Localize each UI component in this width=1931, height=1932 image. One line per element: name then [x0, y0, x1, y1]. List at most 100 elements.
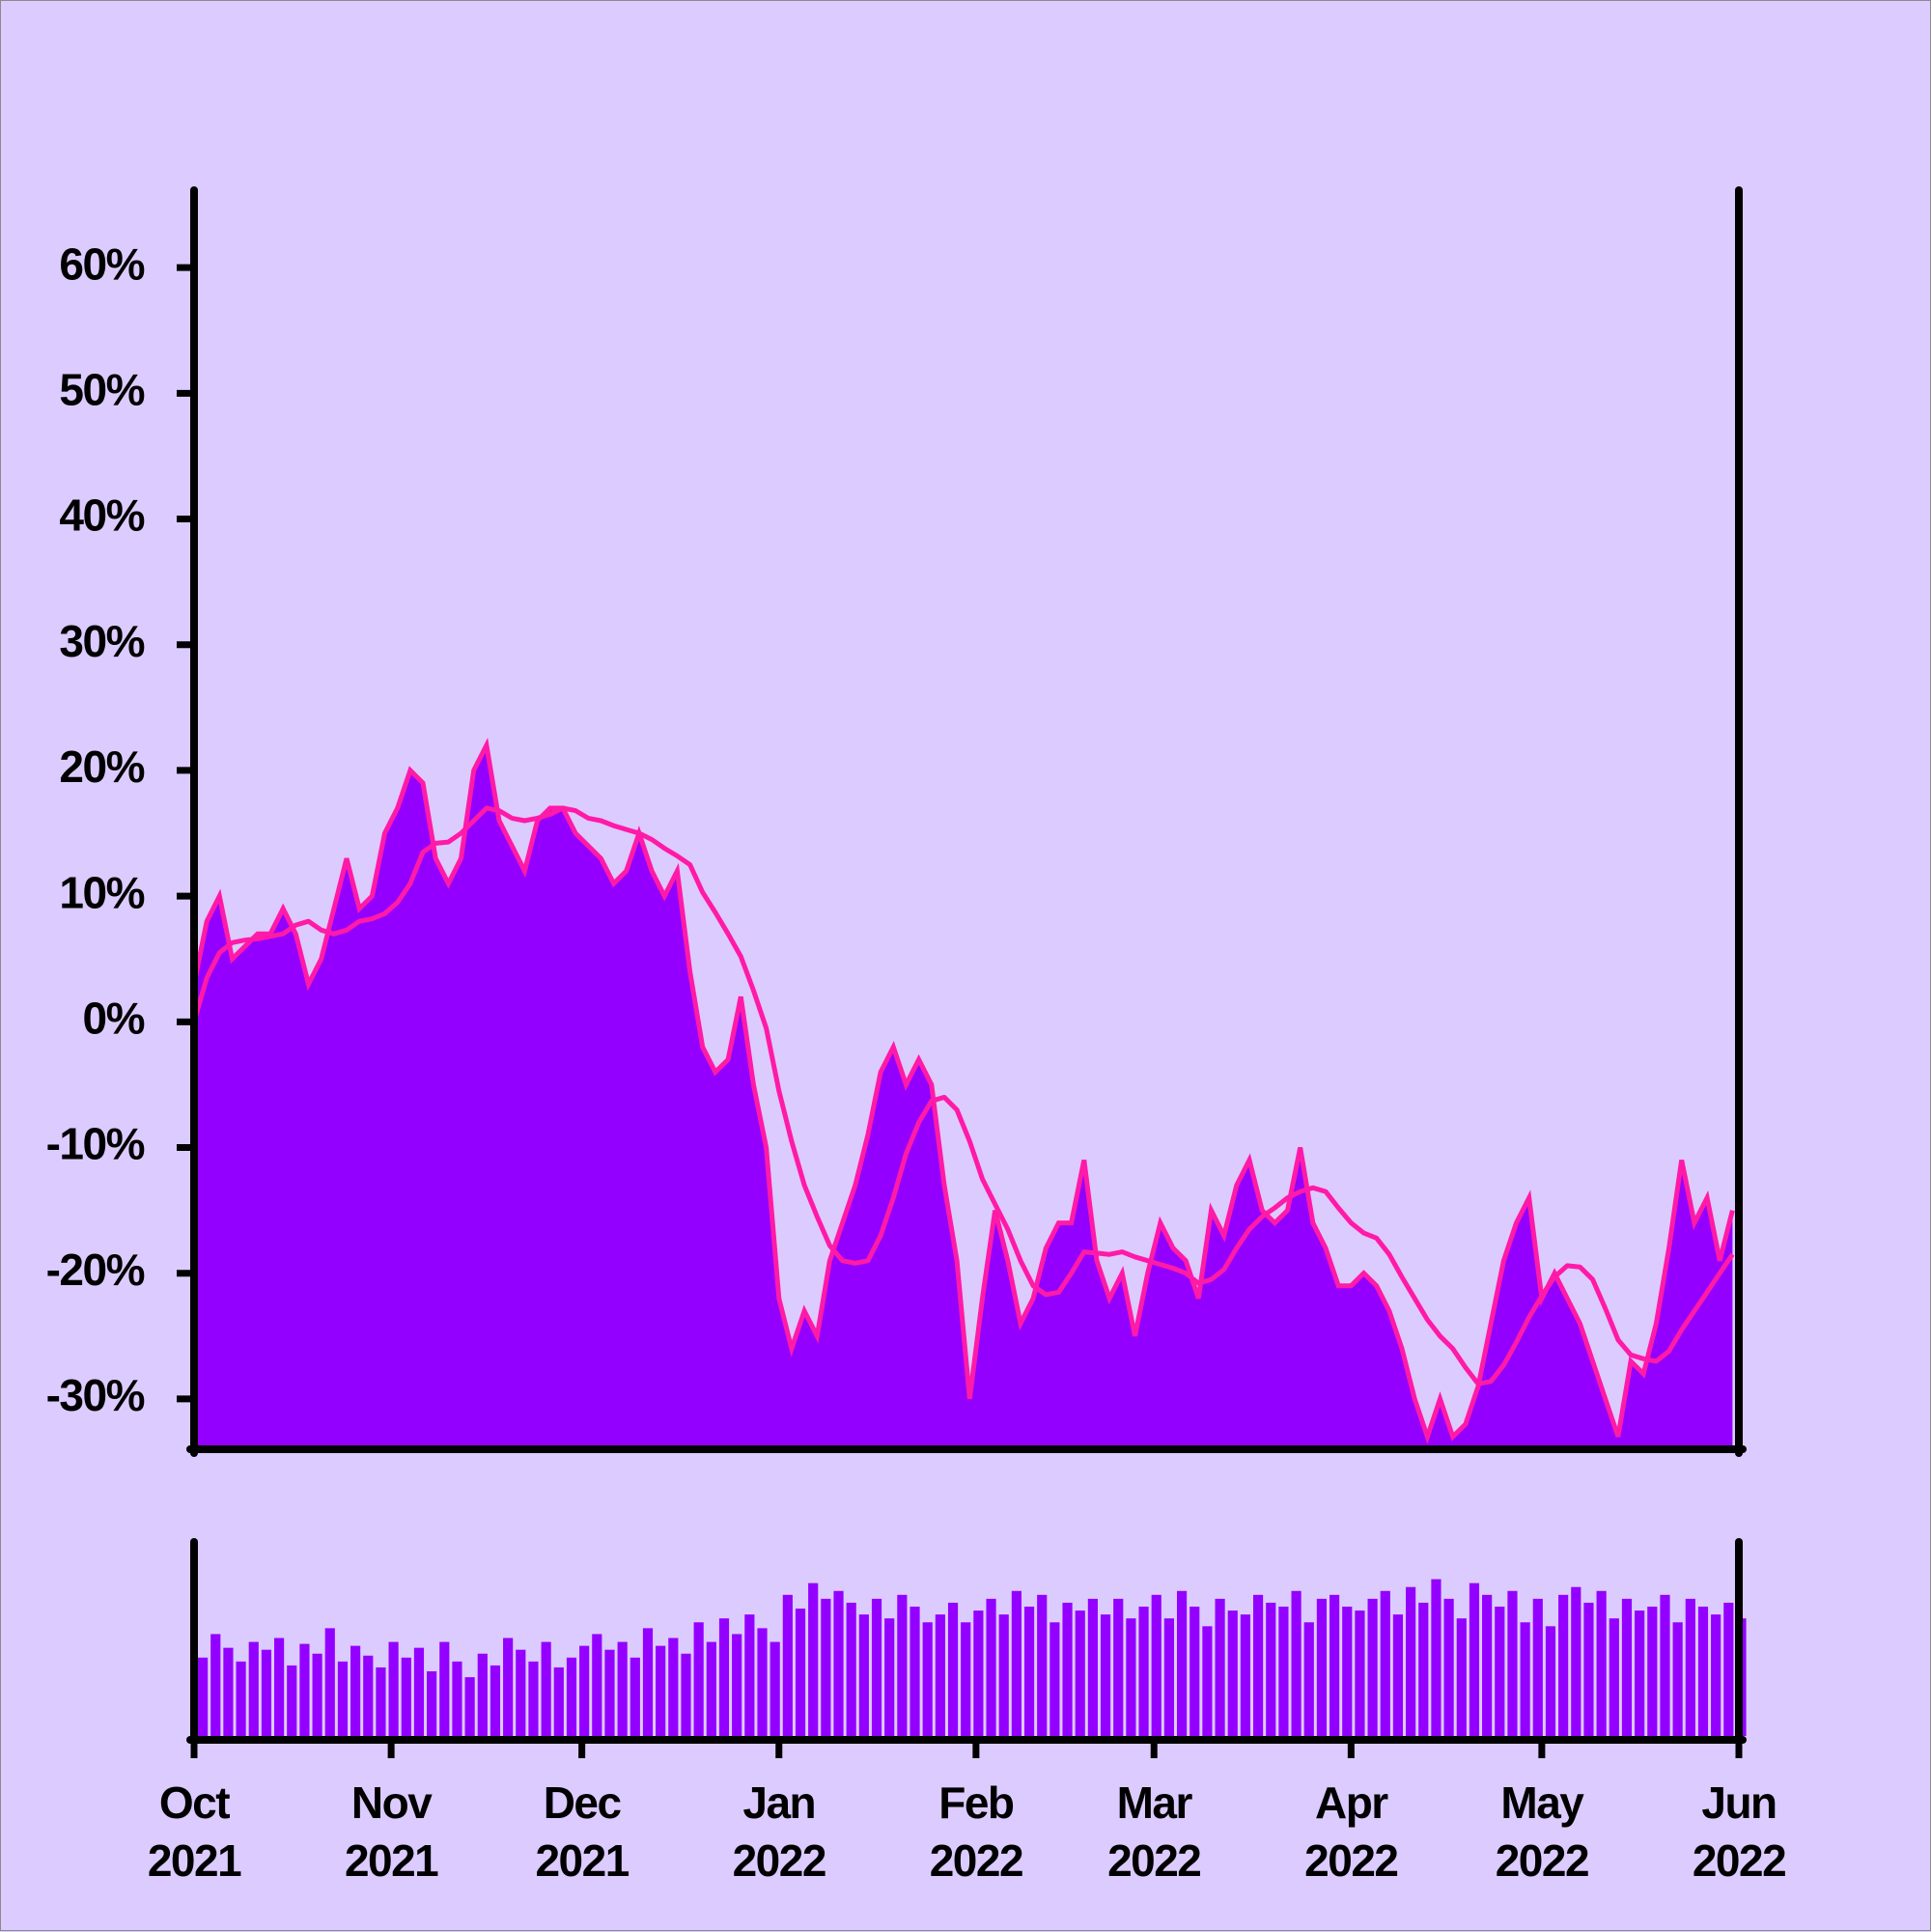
- volume-bar: [1291, 1590, 1301, 1736]
- y-tick-label: -10%: [46, 1119, 145, 1169]
- volume-bar: [324, 1628, 335, 1736]
- volume-bar: [1113, 1598, 1124, 1736]
- y-tick-label: 20%: [59, 742, 144, 792]
- volume-bar: [198, 1657, 209, 1736]
- volume-bar: [566, 1657, 577, 1736]
- volume-bar: [961, 1622, 971, 1736]
- volume-bar: [1647, 1607, 1658, 1736]
- volume-bar: [223, 1647, 234, 1736]
- volume-bar: [642, 1628, 654, 1736]
- volume-bar: [1215, 1598, 1225, 1736]
- volume-bar: [1380, 1590, 1390, 1736]
- volume-bar: [1163, 1618, 1174, 1736]
- y-tick-label: 40%: [59, 490, 144, 541]
- volume-bar: [897, 1594, 908, 1736]
- volume-bar: [490, 1665, 501, 1736]
- volume-bar: [821, 1598, 831, 1736]
- volume-bar: [1253, 1594, 1264, 1736]
- volume-bar: [1227, 1610, 1238, 1736]
- volume-bar: [1392, 1614, 1404, 1736]
- x-tick-label: Nov 2021: [344, 1778, 439, 1886]
- volume-bar: [718, 1618, 730, 1736]
- area: [194, 744, 1733, 1449]
- volume-bar: [1278, 1607, 1289, 1736]
- volume-bar: [656, 1645, 666, 1736]
- volume-bar: [858, 1614, 869, 1736]
- volume-bar: [592, 1634, 602, 1736]
- volume-bar: [1023, 1607, 1035, 1736]
- volume-bar: [427, 1671, 437, 1736]
- volume-bar: [1711, 1614, 1721, 1736]
- x-tick-label: Dec 2021: [535, 1778, 630, 1886]
- volume-bar: [1532, 1598, 1543, 1736]
- volume-bar: [413, 1647, 425, 1736]
- volume-bar: [1100, 1614, 1111, 1736]
- volume-bar: [1202, 1626, 1213, 1736]
- x-tick-label: Feb 2022: [929, 1778, 1024, 1886]
- volume-bar: [553, 1666, 564, 1736]
- volume-bar: [947, 1602, 959, 1736]
- volume-bar: [1723, 1602, 1734, 1736]
- volume-bar: [363, 1655, 374, 1736]
- x-tick-label: May 2022: [1495, 1778, 1590, 1886]
- volume-bar: [795, 1609, 806, 1736]
- volume-bar: [770, 1641, 780, 1736]
- volume-bar: [1660, 1594, 1670, 1736]
- y-tick-label: -30%: [46, 1370, 145, 1420]
- volume-bar: [1266, 1602, 1276, 1736]
- volume-bar: [1138, 1607, 1149, 1736]
- volume-bar: [464, 1677, 475, 1736]
- volume-bar: [1431, 1579, 1441, 1736]
- volume-bar: [782, 1594, 793, 1736]
- volume-bar: [846, 1602, 856, 1736]
- volume-bar: [1495, 1607, 1505, 1736]
- volume-bar: [986, 1598, 996, 1736]
- volume-bar: [630, 1657, 640, 1736]
- volume-bar: [261, 1649, 272, 1736]
- volume-bar: [1583, 1602, 1594, 1736]
- plot-area: [194, 737, 1735, 1449]
- volume-bar: [579, 1645, 590, 1736]
- volume-bar: [1520, 1622, 1530, 1736]
- volume-bar: [833, 1590, 844, 1736]
- y-tick-label: 0%: [83, 993, 145, 1043]
- volume-bar: [248, 1641, 259, 1736]
- volume-bar: [668, 1638, 679, 1736]
- volume-bar: [871, 1598, 882, 1736]
- volume-bar: [808, 1582, 819, 1736]
- volume-bar: [1176, 1590, 1188, 1736]
- x-tick-label: Jan 2022: [732, 1778, 827, 1886]
- volume-bar: [477, 1653, 488, 1736]
- volume-bar: [1621, 1598, 1633, 1736]
- volume-bar: [884, 1618, 895, 1736]
- volume-bar: [1355, 1610, 1365, 1736]
- volume-bar: [287, 1665, 297, 1736]
- volume-bar: [1418, 1602, 1429, 1736]
- volume-bar: [706, 1641, 716, 1736]
- volume-bar: [1049, 1622, 1060, 1736]
- volume-bar: [681, 1653, 691, 1736]
- volume-bar: [401, 1657, 411, 1736]
- volume-bar: [274, 1638, 285, 1736]
- volume-bar: [1316, 1598, 1328, 1736]
- volume-bar: [1303, 1622, 1314, 1736]
- x-tick-label: Mar 2022: [1107, 1778, 1202, 1886]
- volume-bar: [1037, 1594, 1048, 1736]
- volume-bar: [1075, 1610, 1085, 1736]
- y-tick-label: 60%: [59, 238, 144, 289]
- volume-bar: [439, 1641, 450, 1736]
- volume-bar: [1697, 1607, 1709, 1736]
- volume-bar: [1087, 1598, 1098, 1736]
- volume-bar: [1062, 1602, 1073, 1736]
- volume-bar: [1609, 1618, 1619, 1736]
- volume-bar: [312, 1653, 322, 1736]
- volume-bar: [452, 1661, 462, 1736]
- volume-bar: [1672, 1622, 1683, 1736]
- volume-bar: [1507, 1590, 1518, 1736]
- volume-bar: [1329, 1594, 1340, 1736]
- volume-bar: [516, 1649, 526, 1736]
- volume-bar: [337, 1661, 349, 1736]
- volume-bar: [604, 1649, 615, 1736]
